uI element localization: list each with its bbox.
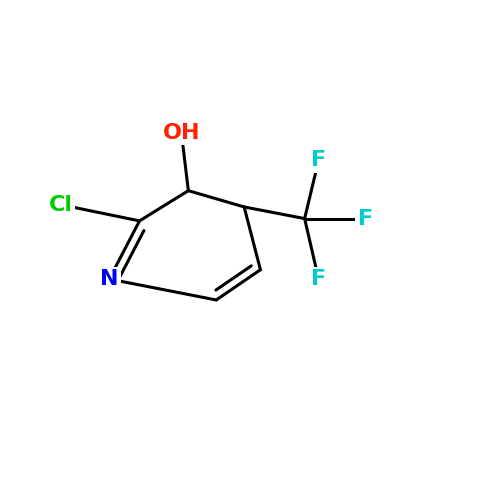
Text: F: F — [357, 208, 373, 228]
Text: OH: OH — [162, 123, 200, 143]
Text: F: F — [311, 269, 326, 289]
Text: N: N — [100, 269, 118, 289]
Text: Cl: Cl — [48, 194, 72, 215]
Text: F: F — [311, 150, 326, 171]
